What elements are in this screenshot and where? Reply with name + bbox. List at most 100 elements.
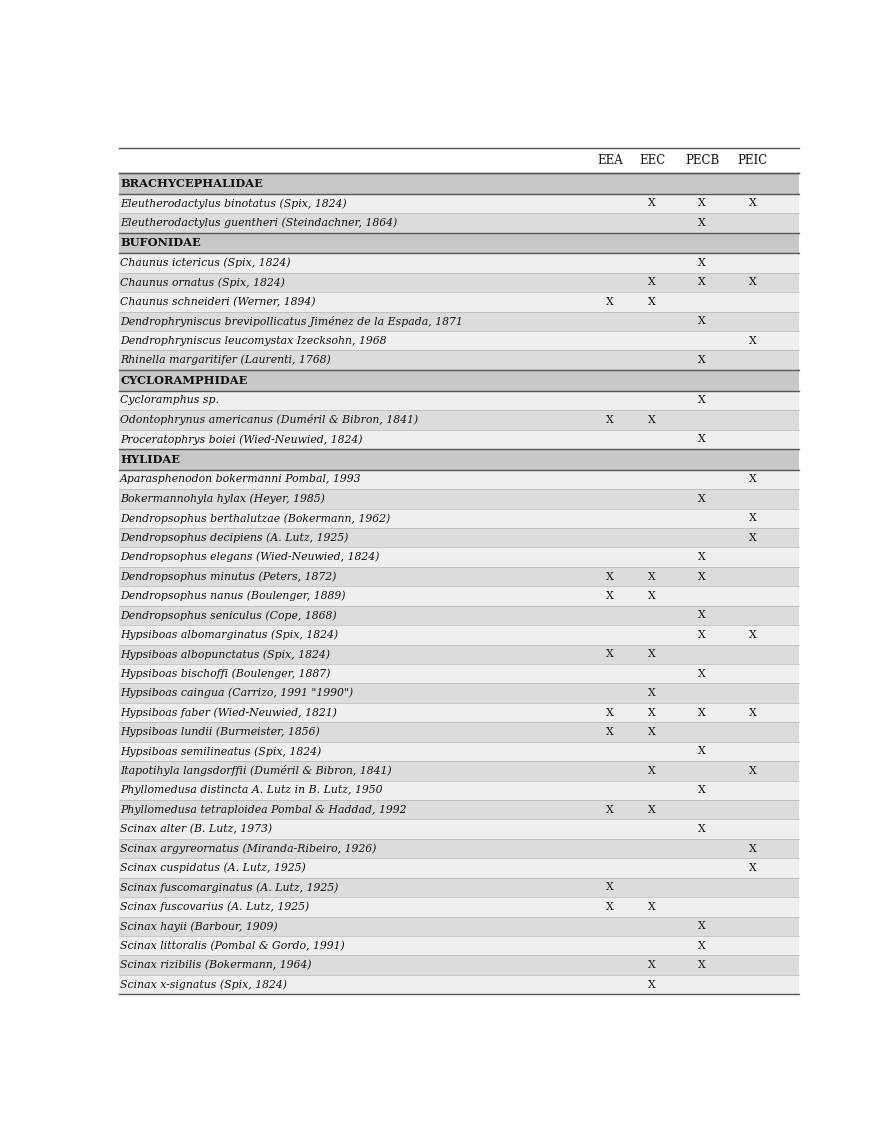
Bar [119,917,797,936]
Bar [119,548,797,567]
Bar [119,819,797,839]
Text: X: X [748,533,755,543]
Text: X: X [748,708,755,718]
Text: Scinax argyreornatus (Miranda-Ribeiro, 1926): Scinax argyreornatus (Miranda-Ribeiro, 1… [120,844,376,854]
Text: Scinax hayii (Barbour, 1909): Scinax hayii (Barbour, 1909) [120,921,277,931]
Text: X: X [697,258,705,268]
Text: Scinax alter (B. Lutz, 1973): Scinax alter (B. Lutz, 1973) [120,824,272,835]
Bar [119,956,797,975]
Text: Hypsiboas bischoffi (Boulenger, 1887): Hypsiboas bischoffi (Boulenger, 1887) [120,669,330,679]
Bar [119,173,797,194]
Bar [119,508,797,528]
Text: EEC: EEC [638,154,664,167]
Bar [119,587,797,606]
Text: X: X [697,610,705,620]
Text: X: X [647,650,655,660]
Text: X: X [605,882,613,892]
Bar [119,936,797,956]
Text: Phyllomedusa distincta A. Lutz in B. Lutz, 1950: Phyllomedusa distincta A. Lutz in B. Lut… [120,785,383,795]
Text: Eleutherodactylus binotatus (Spix, 1824): Eleutherodactylus binotatus (Spix, 1824) [120,199,347,209]
Bar [119,370,797,390]
Text: X: X [697,571,705,581]
Text: Cycloramphus sp.: Cycloramphus sp. [120,395,219,405]
Text: Hypsiboas semilineatus (Spix, 1824): Hypsiboas semilineatus (Spix, 1824) [120,746,321,756]
Text: Hypsiboas caingua (Carrizo, 1991 "1990"): Hypsiboas caingua (Carrizo, 1991 "1990") [120,688,353,698]
Bar [119,644,797,664]
Text: Hypsiboas albopunctatus (Spix, 1824): Hypsiboas albopunctatus (Spix, 1824) [120,649,330,660]
Text: PECB: PECB [684,154,719,167]
Bar [119,312,797,331]
Bar [119,723,797,742]
Bar [119,194,797,213]
Bar [119,411,797,430]
Bar [119,683,797,702]
Text: X: X [697,669,705,679]
Text: X: X [605,415,613,425]
Text: X: X [605,591,613,601]
Text: X: X [647,297,655,307]
Text: X: X [697,199,705,209]
Text: X: X [647,571,655,581]
Bar [119,470,797,489]
Text: X: X [647,708,655,718]
Bar [119,430,797,449]
Text: X: X [748,629,755,640]
Bar [119,858,797,877]
Text: X: X [647,902,655,912]
Bar [119,975,797,994]
Text: X: X [647,277,655,287]
Text: Eleutherodactylus guentheri (Steindachner, 1864): Eleutherodactylus guentheri (Steindachne… [120,218,397,228]
Text: X: X [697,746,705,756]
Text: X: X [748,766,755,775]
Text: CYCLORAMPHIDAE: CYCLORAMPHIDAE [120,375,248,386]
Text: X: X [697,552,705,562]
Bar [119,528,797,548]
Text: X: X [605,804,613,815]
Text: Chaunus ornatus (Spix, 1824): Chaunus ornatus (Spix, 1824) [120,277,285,287]
Bar [119,625,797,644]
Text: X: X [647,688,655,698]
Text: Scinax fuscomarginatus (A. Lutz, 1925): Scinax fuscomarginatus (A. Lutz, 1925) [120,882,338,893]
Text: EEA: EEA [596,154,622,167]
Text: X: X [697,395,705,405]
Text: X: X [605,708,613,718]
Text: X: X [605,571,613,581]
Text: X: X [697,316,705,327]
Text: Dendropsophus elegans (Wied-Neuwied, 1824): Dendropsophus elegans (Wied-Neuwied, 182… [120,552,379,562]
Text: BUFONIDAE: BUFONIDAE [120,238,201,248]
Text: X: X [647,199,655,209]
Text: X: X [697,629,705,640]
Text: Chaunus schneideri (Werner, 1894): Chaunus schneideri (Werner, 1894) [120,296,316,307]
Text: Chaunus ictericus (Spix, 1824): Chaunus ictericus (Spix, 1824) [120,258,291,268]
Text: Bokermannohyla hylax (Heyer, 1985): Bokermannohyla hylax (Heyer, 1985) [120,494,325,504]
Text: X: X [697,921,705,931]
Text: X: X [748,863,755,873]
Bar [119,877,797,898]
Text: Phyllomedusa tetraploidea Pombal & Haddad, 1992: Phyllomedusa tetraploidea Pombal & Hadda… [120,804,406,815]
Text: X: X [748,475,755,485]
Bar [119,489,797,508]
Text: X: X [748,335,755,346]
Text: Odontophrynus americanus (Duméril & Bibron, 1841): Odontophrynus americanus (Duméril & Bibr… [120,414,417,425]
Bar [119,213,797,232]
Bar [119,742,797,761]
Bar [119,273,797,292]
Text: Aparasphenodon bokermanni Pombal, 1993: Aparasphenodon bokermanni Pombal, 1993 [120,475,361,485]
Bar [119,254,797,273]
Text: X: X [697,277,705,287]
Text: X: X [647,804,655,815]
Bar [119,232,797,254]
Text: Hypsiboas lundii (Burmeister, 1856): Hypsiboas lundii (Burmeister, 1856) [120,727,319,737]
Bar [119,702,797,723]
Text: X: X [605,297,613,307]
Text: Hypsiboas albomarginatus (Spix, 1824): Hypsiboas albomarginatus (Spix, 1824) [120,629,338,641]
Text: X: X [697,940,705,950]
Text: Dendropsophus nanus (Boulenger, 1889): Dendropsophus nanus (Boulenger, 1889) [120,590,345,601]
Text: Dendrophryniscus leucomystax Izecksohn, 1968: Dendrophryniscus leucomystax Izecksohn, … [120,335,386,346]
Text: Scinax cuspidatus (A. Lutz, 1925): Scinax cuspidatus (A. Lutz, 1925) [120,863,306,873]
Bar [119,781,797,800]
Text: Rhinella margaritifer (Laurenti, 1768): Rhinella margaritifer (Laurenti, 1768) [120,355,331,366]
Text: Proceratophrys boiei (Wied-Neuwied, 1824): Proceratophrys boiei (Wied-Neuwied, 1824… [120,434,362,444]
Text: Dendropsophus decipiens (A. Lutz, 1925): Dendropsophus decipiens (A. Lutz, 1925) [120,533,348,543]
Text: Itapotihyla langsdorffii (Duméril & Bibron, 1841): Itapotihyla langsdorffii (Duméril & Bibr… [120,765,392,776]
